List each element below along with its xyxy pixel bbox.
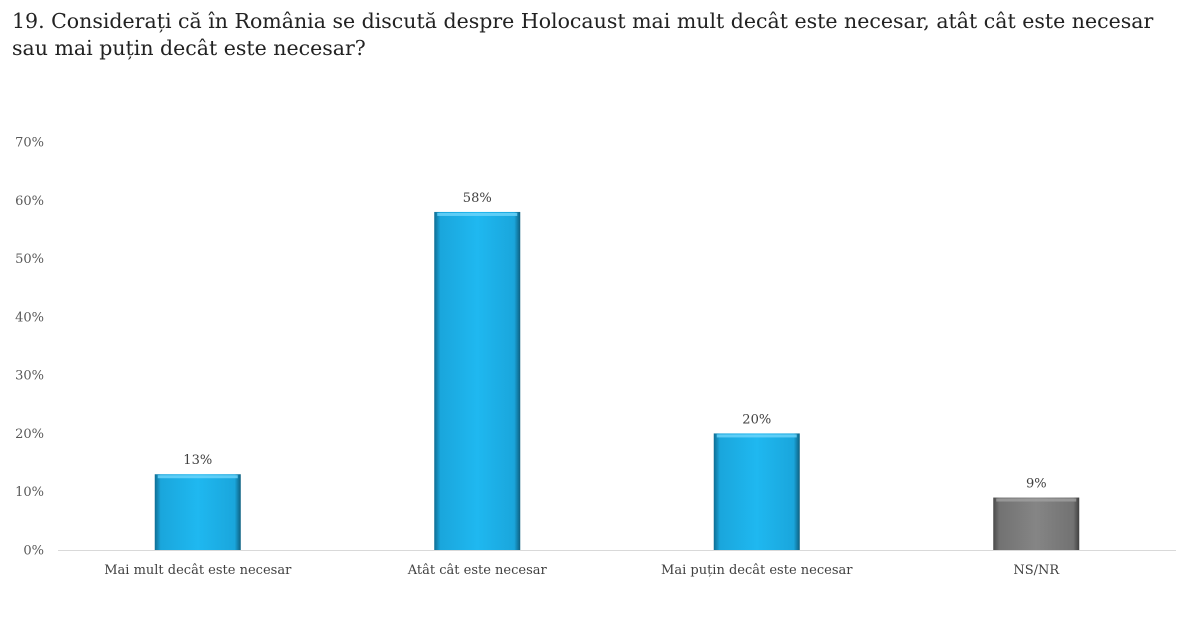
category-label: Mai puțin decât este necesar (661, 563, 853, 578)
data-labels-group: 13% 58% 20% 9% (183, 191, 1046, 492)
data-label: 9% (1026, 477, 1047, 492)
y-tick-label: 20% (15, 427, 44, 442)
bar-top-bevel (996, 498, 1077, 502)
y-tick-label: 60% (15, 194, 44, 209)
y-tick-label: 10% (15, 485, 44, 500)
bar-group (434, 211, 521, 550)
y-tick-label: 0% (23, 544, 44, 559)
data-label: 58% (463, 191, 492, 206)
y-tick-label: 70% (15, 136, 44, 151)
bar (154, 474, 241, 550)
chart-title: 19. Considerați că în România se discută… (12, 9, 1154, 60)
data-label: 13% (183, 453, 212, 468)
bar (713, 433, 800, 550)
y-tick-label: 30% (15, 369, 44, 384)
bars-group (154, 211, 1080, 550)
bar-top-bevel (437, 212, 518, 216)
bar (434, 211, 521, 550)
category-labels-group: Mai mult decât este necesar Atât cât este… (104, 563, 1060, 578)
bar-top-bevel (157, 475, 238, 479)
y-tick-label: 50% (15, 252, 44, 267)
bar-group (993, 497, 1080, 550)
bar-group (154, 474, 241, 550)
bar (993, 497, 1080, 550)
category-label: Mai mult decât este necesar (104, 563, 292, 578)
y-tick-label: 40% (15, 310, 44, 325)
data-label: 20% (742, 412, 771, 427)
bar-group (713, 433, 800, 550)
category-label: Atât cât este necesar (407, 563, 548, 578)
y-axis: 0% 10% 20% 30% 40% 50% 60% 70% (15, 136, 44, 559)
category-label: NS/NR (1013, 563, 1060, 578)
bar-top-bevel (716, 434, 797, 438)
